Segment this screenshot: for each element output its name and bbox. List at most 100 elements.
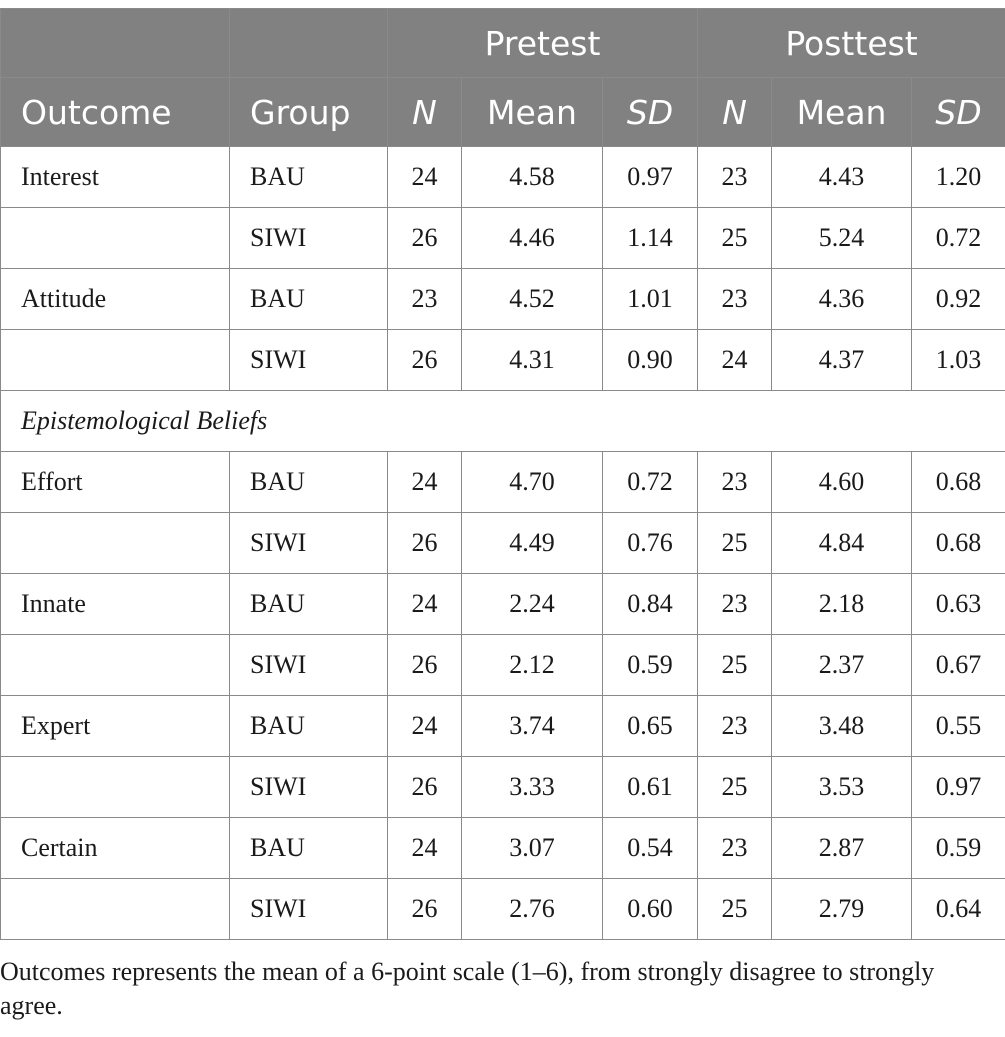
table-row: Expert BAU 24 3.74 0.65 23 3.48 0.55 bbox=[0, 695, 1005, 757]
table-row: Interest BAU 24 4.58 0.97 23 4.43 1.20 bbox=[0, 146, 1005, 208]
cell-pre-n: 23 bbox=[387, 268, 462, 330]
header-outcome: Outcome bbox=[0, 77, 230, 147]
cell-pre-n: 24 bbox=[387, 573, 462, 635]
cell-post-n: 23 bbox=[697, 268, 773, 330]
cell-outcome: Expert bbox=[0, 695, 230, 757]
cell-group: SIWI bbox=[229, 756, 388, 818]
table-row: Certain BAU 24 3.07 0.54 23 2.87 0.59 bbox=[0, 817, 1005, 879]
cell-post-sd: 0.68 bbox=[911, 512, 1005, 574]
cell-post-mean: 2.18 bbox=[771, 573, 913, 635]
cell-pre-sd: 1.14 bbox=[601, 207, 699, 269]
cell-group: BAU bbox=[229, 451, 388, 513]
cell-post-sd: 0.59 bbox=[911, 817, 1005, 879]
cell-post-sd: 0.67 bbox=[911, 634, 1005, 696]
cell-pre-sd: 0.60 bbox=[601, 878, 699, 940]
cell-post-mean: 4.37 bbox=[771, 329, 913, 391]
cell-outcome: Effort bbox=[0, 451, 230, 513]
cell-post-n: 25 bbox=[697, 756, 773, 818]
cell-group: SIWI bbox=[229, 329, 388, 391]
cell-post-mean: 4.60 bbox=[771, 451, 913, 513]
cell-post-mean: 2.79 bbox=[771, 878, 913, 940]
cell-post-sd: 0.68 bbox=[911, 451, 1005, 513]
cell-group: BAU bbox=[229, 573, 388, 635]
cell-post-sd: 0.63 bbox=[911, 573, 1005, 635]
header-group: Group bbox=[229, 77, 388, 147]
cell-post-mean: 2.37 bbox=[771, 634, 913, 696]
header-post-sd: SD bbox=[911, 77, 1005, 147]
cell-post-sd: 0.97 bbox=[911, 756, 1005, 818]
cell-pre-n: 24 bbox=[387, 817, 462, 879]
cell-post-sd: 0.92 bbox=[911, 268, 1005, 330]
cell-post-mean: 4.84 bbox=[771, 512, 913, 574]
results-table: Pretest Posttest Outcome Group N Mean SD… bbox=[0, 8, 1005, 940]
cell-outcome: Interest bbox=[0, 146, 230, 208]
header-pre-sd: SD bbox=[601, 77, 699, 147]
cell-pre-mean: 4.49 bbox=[461, 512, 603, 574]
cell-group: SIWI bbox=[229, 207, 388, 269]
cell-post-mean: 5.24 bbox=[771, 207, 913, 269]
header-posttest: Posttest bbox=[697, 8, 1005, 78]
cell-pre-sd: 0.72 bbox=[601, 451, 699, 513]
table-note: Outcomes represents the mean of a 6-poin… bbox=[0, 957, 935, 1020]
table-header: Pretest Posttest Outcome Group N Mean SD… bbox=[0, 8, 1005, 147]
cell-post-n: 25 bbox=[697, 634, 773, 696]
cell-pre-mean: 4.46 bbox=[461, 207, 603, 269]
cell-pre-n: 26 bbox=[387, 756, 462, 818]
cell-pre-n: 24 bbox=[387, 146, 462, 208]
cell-pre-mean: 4.58 bbox=[461, 146, 603, 208]
section-row: Epistemological Beliefs bbox=[0, 390, 1005, 452]
cell-post-n: 23 bbox=[697, 146, 773, 208]
header-post-n: N bbox=[697, 77, 773, 147]
cell-group: SIWI bbox=[229, 634, 388, 696]
cell-group: SIWI bbox=[229, 512, 388, 574]
cell-pre-mean: 2.76 bbox=[461, 878, 603, 940]
cell-post-mean: 4.36 bbox=[771, 268, 913, 330]
cell-outcome: Attitude bbox=[0, 268, 230, 330]
cell-pre-sd: 0.90 bbox=[601, 329, 699, 391]
cell-post-sd: 1.20 bbox=[911, 146, 1005, 208]
cell-pre-mean: 4.31 bbox=[461, 329, 603, 391]
cell-outcome bbox=[0, 878, 230, 940]
header-blank-group bbox=[229, 8, 388, 78]
table-row: SIWI 26 4.31 0.90 24 4.37 1.03 bbox=[0, 329, 1005, 391]
section-label: Epistemological Beliefs bbox=[0, 390, 1005, 452]
header-pre-n: N bbox=[387, 77, 462, 147]
cell-pre-sd: 0.54 bbox=[601, 817, 699, 879]
cell-group: BAU bbox=[229, 817, 388, 879]
cell-post-n: 25 bbox=[697, 512, 773, 574]
header-row-columns: Outcome Group N Mean SD N Mean SD bbox=[0, 77, 1005, 147]
cell-outcome bbox=[0, 329, 230, 391]
cell-pre-sd: 0.65 bbox=[601, 695, 699, 757]
cell-post-n: 23 bbox=[697, 817, 773, 879]
cell-pre-mean: 4.70 bbox=[461, 451, 603, 513]
cell-outcome bbox=[0, 756, 230, 818]
header-pre-mean: Mean bbox=[461, 77, 603, 147]
cell-pre-n: 26 bbox=[387, 329, 462, 391]
table-row: SIWI 26 2.76 0.60 25 2.79 0.64 bbox=[0, 878, 1005, 940]
table-row: SIWI 26 2.12 0.59 25 2.37 0.67 bbox=[0, 634, 1005, 696]
cell-pre-mean: 3.74 bbox=[461, 695, 603, 757]
cell-pre-n: 26 bbox=[387, 207, 462, 269]
cell-pre-n: 26 bbox=[387, 634, 462, 696]
cell-group: BAU bbox=[229, 146, 388, 208]
cell-post-sd: 0.64 bbox=[911, 878, 1005, 940]
cell-pre-n: 26 bbox=[387, 878, 462, 940]
cell-pre-sd: 0.97 bbox=[601, 146, 699, 208]
cell-post-mean: 3.48 bbox=[771, 695, 913, 757]
cell-group: BAU bbox=[229, 695, 388, 757]
cell-post-sd: 0.55 bbox=[911, 695, 1005, 757]
cell-post-sd: 0.72 bbox=[911, 207, 1005, 269]
table-row: Attitude BAU 23 4.52 1.01 23 4.36 0.92 bbox=[0, 268, 1005, 330]
table-row: SIWI 26 4.46 1.14 25 5.24 0.72 bbox=[0, 207, 1005, 269]
table-row: SIWI 26 3.33 0.61 25 3.53 0.97 bbox=[0, 756, 1005, 818]
cell-post-n: 25 bbox=[697, 878, 773, 940]
cell-outcome bbox=[0, 634, 230, 696]
table-row: Effort BAU 24 4.70 0.72 23 4.60 0.68 bbox=[0, 451, 1005, 513]
cell-post-mean: 2.87 bbox=[771, 817, 913, 879]
cell-pre-n: 24 bbox=[387, 695, 462, 757]
cell-post-mean: 4.43 bbox=[771, 146, 913, 208]
cell-pre-mean: 2.12 bbox=[461, 634, 603, 696]
cell-post-n: 25 bbox=[697, 207, 773, 269]
cell-pre-n: 24 bbox=[387, 451, 462, 513]
table-row: SIWI 26 4.49 0.76 25 4.84 0.68 bbox=[0, 512, 1005, 574]
